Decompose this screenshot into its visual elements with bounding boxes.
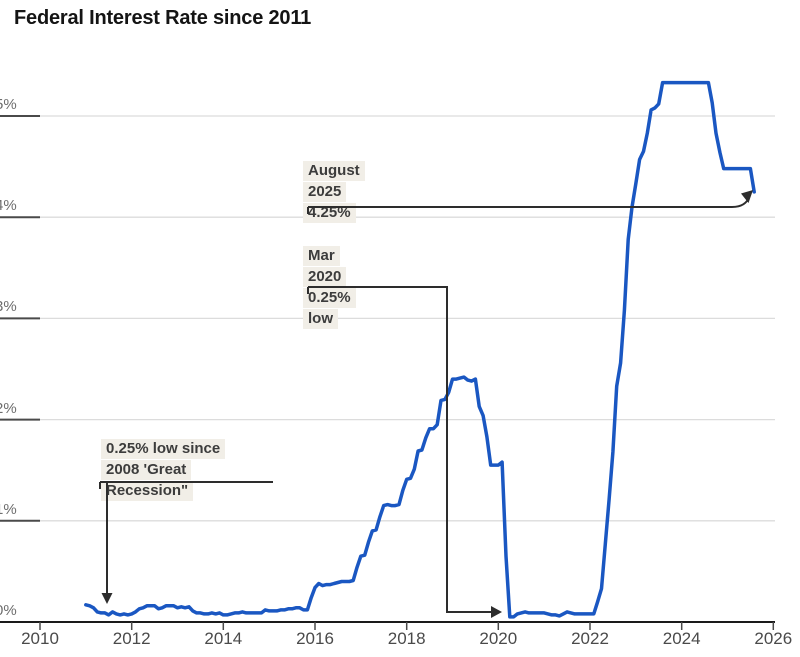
annotation-mar-2020: Mar 2020 0.25% low bbox=[303, 246, 356, 330]
arrowhead-upright-aug-2025 bbox=[741, 190, 753, 203]
x-tick-label-2020: 2020 bbox=[479, 629, 518, 648]
arrowhead-down-low-2011 bbox=[101, 593, 113, 604]
annotation-aug-2025-line2: 2025 bbox=[303, 182, 347, 202]
annotation-mar-2020-line3: 0.25% bbox=[303, 288, 356, 308]
annotation-low-2011-line2: 2008 'Great bbox=[101, 460, 192, 480]
gridlines bbox=[0, 115, 775, 630]
x-tick-label-2014: 2014 bbox=[204, 629, 243, 648]
x-tick-label-2024: 2024 bbox=[662, 629, 701, 648]
annotation-low-2011-line1: 0.25% low since bbox=[101, 439, 226, 459]
y-tick-label-0: 0% bbox=[0, 602, 17, 619]
annotation-aug-2025-line3: 4.25% bbox=[303, 203, 356, 223]
connector-aug-2025 bbox=[307, 195, 751, 214]
connector-mar-2020 bbox=[307, 286, 491, 613]
x-tick-label-2012: 2012 bbox=[112, 629, 151, 648]
x-tick-label-2018: 2018 bbox=[387, 629, 426, 648]
y-tick-label-3: 3% bbox=[0, 298, 17, 316]
x-tick-label-2010: 2010 bbox=[21, 629, 59, 648]
annotation-aug-2025-line1: August bbox=[303, 161, 365, 181]
x-tick-label-2022: 2022 bbox=[571, 629, 609, 648]
annotation-connectors bbox=[99, 190, 753, 618]
y-tick-label-1: 1% bbox=[0, 500, 17, 518]
annotation-aug-2025: August 2025 4.25% bbox=[303, 161, 365, 224]
annotation-mar-2020-line2: 2020 bbox=[303, 267, 347, 287]
x-tick-label-2026: 2026 bbox=[754, 629, 793, 648]
annotation-mar-2020-line1: Mar bbox=[303, 246, 340, 266]
rate-line bbox=[84, 80, 756, 619]
chart-title: Federal Interest Rate since 2011 bbox=[14, 7, 312, 29]
series-line-group bbox=[84, 80, 756, 619]
x-tick-label-2016: 2016 bbox=[296, 629, 334, 648]
arrowhead-right-mar-2020 bbox=[491, 606, 502, 618]
y-tick-label-2: 2% bbox=[0, 399, 17, 417]
y-tick-label-4: 4% bbox=[0, 197, 17, 215]
annotation-low-2011: 0.25% low since 2008 'Great Recession" bbox=[101, 439, 226, 502]
y-tick-label-5: 5% bbox=[0, 96, 17, 113]
annotation-low-2011-line3: Recession" bbox=[101, 481, 194, 501]
annotation-mar-2020-line4: low bbox=[303, 309, 338, 329]
